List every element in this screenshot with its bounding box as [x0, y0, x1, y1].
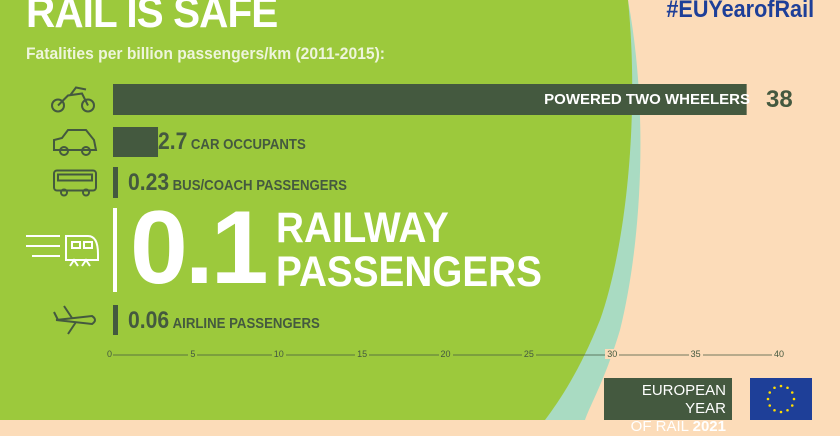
bar-4: [113, 305, 118, 335]
name-bus: BUS/COACH PASSENGERS: [172, 177, 347, 194]
badge-line2: OF RAIL: [630, 418, 689, 435]
badge-year: 2021: [692, 418, 726, 435]
car-icon: [53, 129, 98, 156]
star-icon: [786, 408, 789, 412]
star-icon: [766, 397, 770, 401]
name-airline: AIRLINE PASSENGERS: [172, 315, 320, 332]
bar-3: [113, 208, 117, 292]
label-car: 2.7 CAR OCCUPANTS: [158, 128, 306, 156]
star-icon: [790, 391, 794, 394]
value-bus: 0.23: [128, 169, 170, 196]
star-icon: [773, 386, 776, 390]
x-tick-label: 0: [107, 349, 113, 359]
x-tick-label: 40: [772, 349, 787, 359]
x-tick-label: 25: [521, 349, 536, 359]
value-airline: 0.06: [128, 307, 170, 334]
x-tick-label: 20: [438, 349, 453, 359]
name-car: CAR OCCUPANTS: [190, 136, 306, 153]
background: [0, 0, 780, 420]
x-tick-label: 15: [355, 349, 370, 359]
bus-icon: [53, 169, 97, 197]
railway-line1: RAILWAY: [276, 204, 449, 252]
x-tick-label: 10: [271, 349, 286, 359]
star-icon: [779, 410, 783, 414]
motorcycle-icon: [51, 86, 95, 113]
star-icon: [768, 391, 772, 394]
x-tick-label: 30: [605, 349, 620, 359]
star-icon: [786, 386, 789, 390]
badge-line1: EUROPEAN YEAR: [641, 382, 726, 417]
label-bus: 0.23 BUS/COACH PASSENGERS: [128, 169, 347, 197]
star-icon: [768, 404, 772, 407]
european-year-of-rail-badge: EUROPEAN YEAR OF RAIL 2021: [604, 378, 732, 435]
subtitle: Fatalities per billion passengers/km (20…: [26, 44, 386, 63]
bar-0: [113, 84, 747, 115]
label-railway: RAILWAY PASSENGERS: [276, 206, 542, 294]
label-airline: 0.06 AIRLINE PASSENGERS: [128, 307, 320, 335]
bar-1: [113, 127, 159, 157]
train-icon: [26, 235, 99, 267]
eu-flag-logo: [750, 378, 812, 420]
value-railway: 0.1: [130, 190, 269, 306]
x-tick-label: 35: [688, 349, 703, 359]
value-powered-two-wheelers: 38: [766, 86, 793, 113]
star-icon: [792, 397, 796, 401]
x-tick-label: 5: [188, 349, 198, 359]
star-icon: [779, 384, 783, 388]
bar-2: [113, 167, 118, 198]
page-title: RAIL IS SAFE: [26, 0, 278, 37]
label-powered-two-wheelers: POWERED TWO WHEELERS: [544, 91, 750, 108]
railway-line2: PASSENGERS: [276, 248, 542, 296]
star-icon: [773, 408, 776, 412]
hashtag: #EUYearofRail: [666, 0, 814, 23]
chart: [26, 84, 780, 356]
star-icon: [790, 404, 794, 407]
airplane-icon: [53, 305, 96, 335]
value-car: 2.7: [158, 128, 188, 155]
